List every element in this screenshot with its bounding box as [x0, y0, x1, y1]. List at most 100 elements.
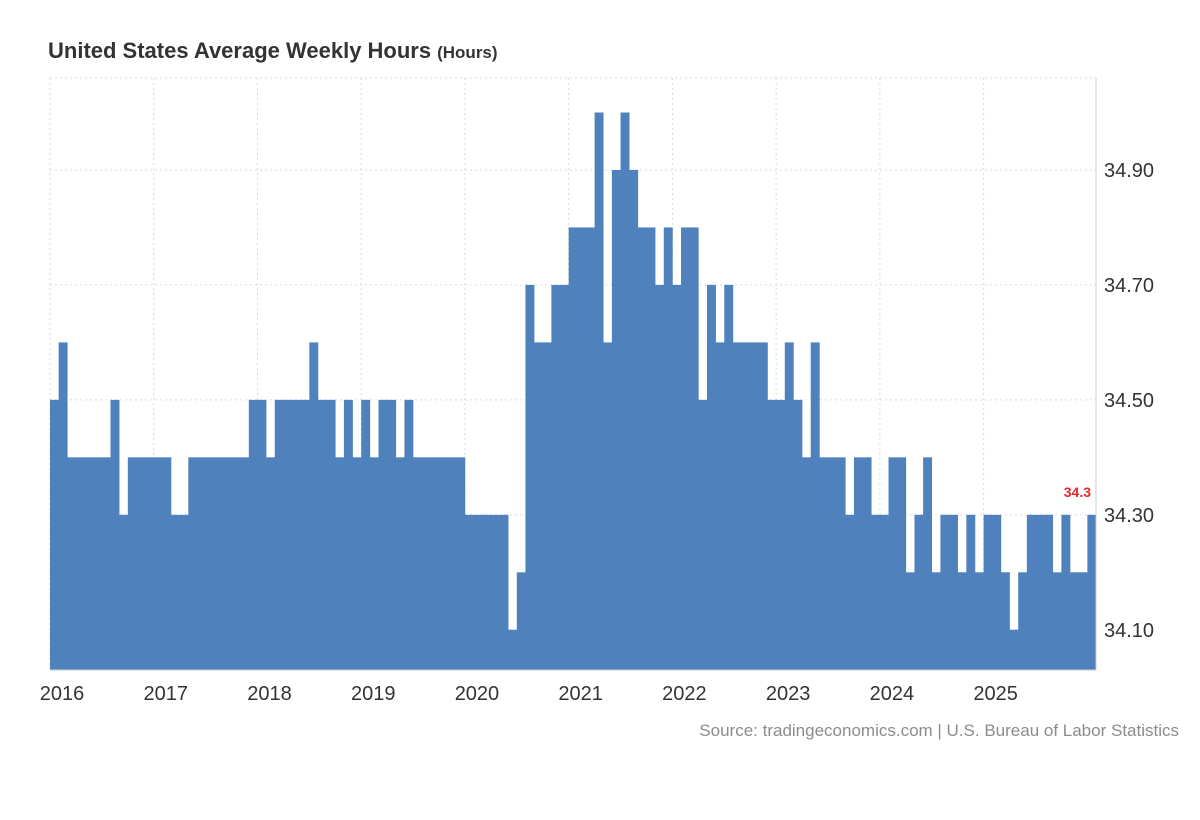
bar	[750, 342, 760, 670]
bar	[145, 457, 155, 670]
bar	[992, 514, 1002, 670]
bar	[421, 457, 431, 670]
bar	[292, 399, 301, 670]
bar	[110, 399, 120, 670]
bar	[897, 457, 907, 670]
bar	[352, 457, 362, 670]
bar	[1061, 514, 1071, 670]
bar	[404, 399, 414, 670]
bar	[828, 457, 837, 670]
chart-unit: (Hours)	[437, 43, 498, 62]
bar	[1052, 572, 1062, 670]
bar	[473, 514, 483, 670]
bar	[862, 457, 872, 670]
bar	[343, 399, 353, 670]
bar	[940, 514, 950, 670]
bar	[681, 227, 690, 670]
bar	[706, 284, 716, 670]
bar	[741, 342, 751, 670]
bar	[551, 284, 561, 670]
bar	[949, 514, 958, 670]
x-tick-label: 2019	[351, 683, 396, 705]
x-tick-label: 2025	[973, 683, 1018, 705]
bar	[888, 457, 898, 670]
x-tick-label: 2022	[662, 683, 707, 705]
bar	[879, 514, 889, 670]
axes	[50, 78, 1097, 671]
bar	[819, 457, 829, 670]
bar	[871, 514, 881, 670]
bar	[715, 342, 725, 670]
bar	[136, 457, 146, 670]
bar	[127, 457, 137, 670]
bar	[93, 457, 103, 670]
bar	[577, 227, 587, 670]
bar	[231, 457, 241, 670]
bar	[845, 514, 855, 670]
bar	[810, 342, 820, 670]
bar	[620, 112, 630, 671]
bar	[853, 457, 863, 670]
bar	[603, 342, 613, 670]
bar	[914, 514, 924, 670]
chart-title: United States Average Weekly Hours (Hours…	[48, 38, 498, 64]
bar	[248, 399, 258, 670]
bar	[447, 457, 457, 670]
bar	[585, 227, 595, 670]
bar	[672, 284, 682, 670]
x-tick-label: 2024	[870, 683, 915, 705]
bar	[464, 514, 474, 670]
bar	[266, 457, 276, 670]
bar	[966, 514, 976, 670]
bar	[188, 457, 198, 670]
bar	[560, 284, 569, 670]
bar	[836, 457, 846, 670]
bar	[101, 457, 111, 670]
bar	[317, 399, 327, 670]
bar	[75, 457, 85, 670]
bar	[240, 457, 250, 670]
bar	[508, 629, 518, 670]
bar	[361, 399, 371, 670]
bar	[482, 514, 492, 670]
bar	[594, 112, 604, 671]
bar	[1087, 514, 1097, 670]
bar	[663, 227, 673, 670]
bar	[499, 514, 509, 670]
bar	[378, 399, 388, 670]
bar	[274, 399, 284, 670]
bar	[257, 399, 267, 670]
bar	[300, 399, 310, 670]
bar	[162, 457, 172, 670]
bar	[655, 284, 665, 670]
bar	[611, 169, 621, 670]
bar	[698, 399, 708, 670]
bar	[1044, 514, 1054, 670]
y-tick-label: 34.90	[1104, 160, 1154, 182]
bar	[214, 457, 224, 670]
bar	[1026, 514, 1036, 670]
bar	[309, 342, 319, 670]
bar	[516, 572, 526, 670]
bar	[84, 457, 94, 670]
bar	[153, 457, 163, 670]
bar	[568, 227, 578, 670]
bar	[923, 457, 933, 670]
chart-title-text: United States Average Weekly Hours	[48, 38, 432, 63]
bar	[724, 284, 734, 670]
bar	[525, 284, 535, 670]
bar	[1078, 572, 1088, 670]
y-tick-label: 34.50	[1104, 390, 1154, 412]
y-tick-label: 34.70	[1104, 275, 1154, 297]
bar	[119, 514, 129, 670]
bar	[430, 457, 440, 670]
bar	[179, 514, 189, 670]
bar	[395, 457, 405, 670]
bar	[758, 342, 768, 670]
bar	[776, 399, 786, 670]
y-tick-label: 34.10	[1104, 620, 1154, 642]
bar	[222, 457, 232, 670]
bar	[957, 572, 967, 670]
x-tick-label: 2023	[766, 683, 811, 705]
